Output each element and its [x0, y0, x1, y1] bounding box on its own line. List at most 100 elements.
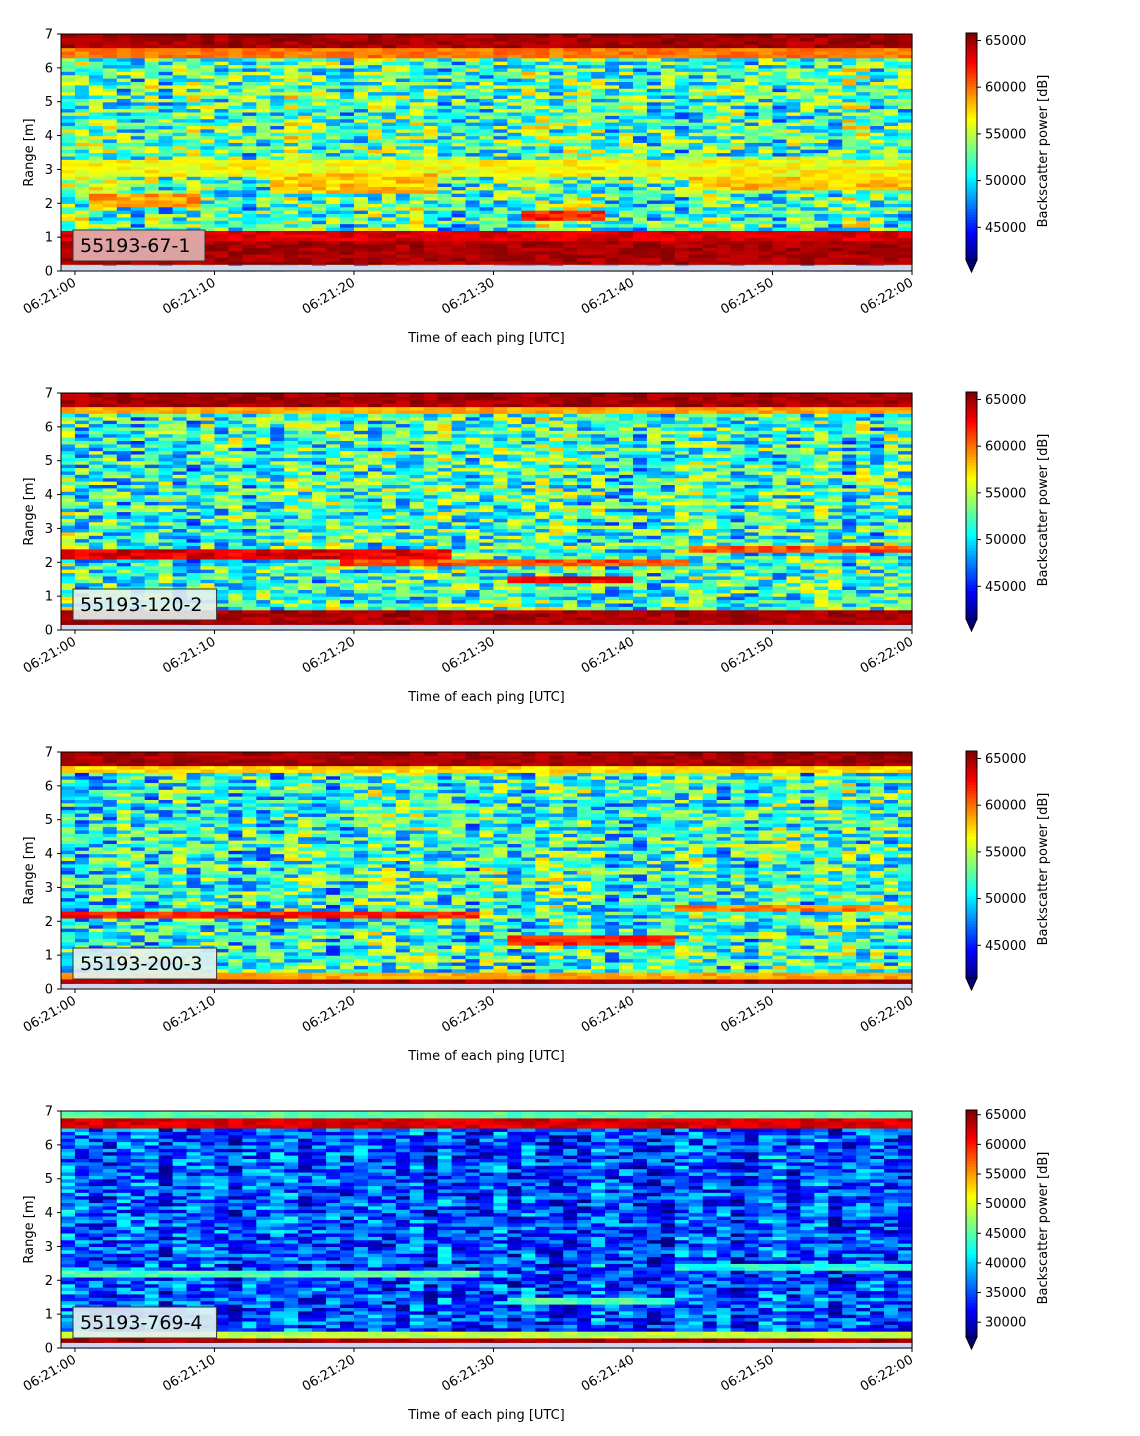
heatmap-cell — [563, 189, 578, 194]
heatmap-cell — [312, 142, 327, 147]
heatmap-cell — [284, 149, 299, 154]
heatmap-cell — [284, 216, 299, 221]
heatmap-cell — [284, 155, 299, 160]
heatmap-cell — [298, 105, 313, 110]
heatmap-cell — [591, 105, 606, 110]
heatmap-cell — [88, 213, 104, 218]
heatmap-cell — [493, 182, 509, 187]
heatmap-cell — [312, 61, 327, 66]
heatmap-cell — [577, 240, 592, 245]
heatmap-cell — [353, 44, 369, 49]
heatmap-cell — [870, 220, 885, 225]
heatmap-cell — [716, 118, 732, 123]
heatmap-cell — [479, 94, 495, 99]
heatmap-cell — [535, 88, 550, 93]
heatmap-cell — [256, 196, 271, 201]
heatmap-cell — [772, 34, 788, 38]
heatmap-cell — [549, 44, 564, 49]
heatmap-cell — [856, 189, 871, 194]
colorbar-segment — [966, 160, 977, 165]
heatmap-cell — [270, 260, 285, 265]
heatmap-cell — [465, 189, 481, 194]
heatmap-cell — [61, 616, 76, 621]
heatmap-cell — [479, 196, 495, 201]
heatmap-cell — [172, 74, 188, 79]
heatmap-cell — [800, 206, 815, 211]
heatmap-cell — [828, 94, 843, 99]
heatmap-cell — [298, 91, 313, 96]
heatmap-cell — [409, 216, 425, 221]
heatmap-cell — [507, 57, 522, 62]
heatmap-cell — [130, 44, 146, 49]
heatmap-cell — [856, 61, 871, 66]
heatmap-cell — [856, 226, 871, 231]
heatmap-cell — [61, 226, 76, 231]
heatmap-cell — [549, 237, 564, 242]
heatmap-cell — [828, 240, 843, 245]
heatmap-cell — [716, 203, 732, 208]
colorbar-segment — [966, 152, 977, 156]
heatmap-cell — [730, 105, 746, 110]
heatmap-cell — [186, 94, 202, 99]
heatmap-cell — [74, 470, 90, 475]
heatmap-cell — [395, 210, 411, 215]
heatmap-cell — [200, 108, 216, 113]
heatmap-cell — [898, 44, 913, 49]
heatmap-cell — [884, 166, 899, 171]
heatmap-cell — [493, 81, 509, 86]
heatmap-cell — [842, 176, 857, 181]
heatmap-cell — [842, 138, 857, 143]
heatmap-cell — [423, 152, 439, 157]
heatmap-cell — [772, 138, 788, 143]
heatmap-cell — [88, 528, 104, 533]
heatmap-cell — [465, 216, 481, 221]
heatmap-cell — [228, 84, 243, 89]
heatmap-cell — [479, 78, 495, 82]
heatmap-cell — [577, 250, 592, 255]
heatmap-cell — [144, 203, 160, 208]
heatmap-cell — [102, 457, 118, 462]
heatmap-cell — [758, 182, 774, 187]
heatmap-cell — [758, 162, 774, 167]
heatmap-cell — [116, 81, 132, 86]
heatmap-cell — [646, 149, 662, 154]
heatmap-cell — [353, 162, 369, 167]
heatmap-cell — [772, 44, 788, 49]
heatmap-cell — [870, 166, 885, 171]
heatmap-cell — [605, 240, 620, 245]
heatmap-cell — [828, 111, 843, 116]
heatmap-cell — [284, 145, 299, 150]
heatmap-cell — [200, 159, 216, 164]
heatmap-cell — [814, 243, 829, 248]
heatmap-cell — [716, 240, 732, 245]
heatmap-cell — [828, 125, 843, 130]
heatmap-cell — [312, 91, 327, 96]
heatmap-cell — [353, 199, 369, 204]
heatmap-cell — [479, 67, 495, 72]
heatmap-cell — [312, 50, 327, 55]
heatmap-cell — [61, 565, 76, 570]
heatmap-cell — [758, 216, 774, 221]
heatmap-cell — [256, 81, 271, 86]
heatmap-cell — [563, 240, 578, 245]
heatmap-cell — [437, 196, 453, 201]
heatmap-cell — [451, 142, 467, 147]
heatmap-cell — [591, 149, 606, 154]
heatmap-cell — [898, 71, 913, 76]
heatmap-cell — [61, 416, 76, 421]
heatmap-cell — [451, 54, 467, 59]
heatmap-cell — [842, 101, 857, 106]
heatmap-cell — [130, 220, 146, 225]
heatmap-cell — [186, 78, 202, 82]
heatmap-cell — [144, 108, 160, 113]
heatmap-cell — [507, 74, 522, 79]
heatmap-cell — [270, 213, 285, 218]
heatmap-cell — [884, 230, 899, 235]
heatmap-cell — [800, 142, 815, 147]
heatmap-cell — [242, 40, 257, 45]
heatmap-cell — [200, 243, 216, 248]
heatmap-cell — [507, 50, 522, 55]
heatmap-cell — [451, 108, 467, 113]
heatmap-cell — [74, 149, 90, 154]
heatmap-cell — [340, 88, 355, 93]
